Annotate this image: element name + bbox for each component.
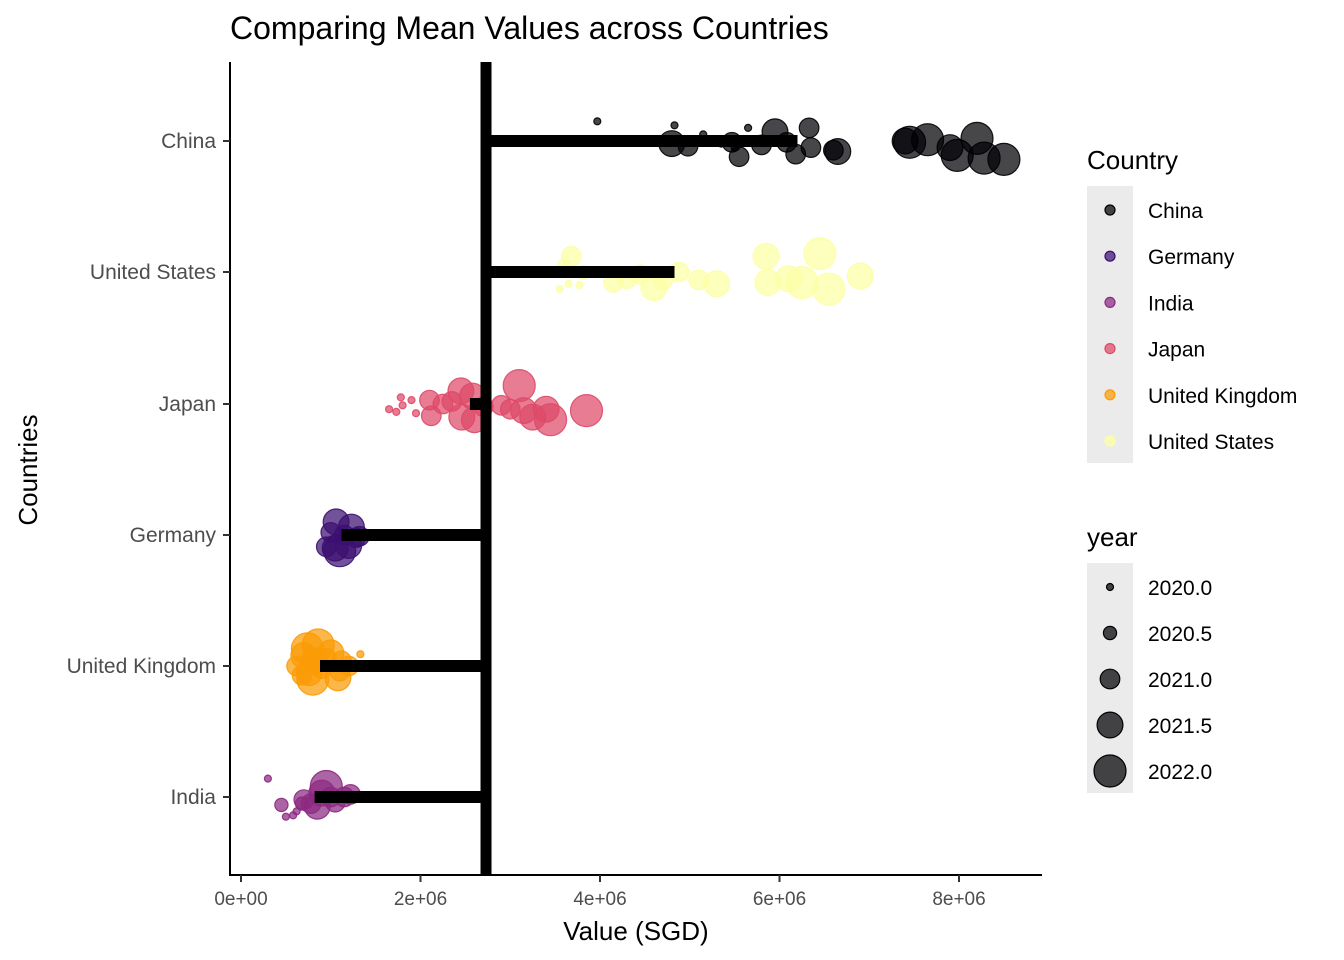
data-point xyxy=(392,407,401,416)
legend-country-label: China xyxy=(1148,200,1203,223)
data-point xyxy=(564,279,573,288)
data-point xyxy=(396,393,405,402)
data-point xyxy=(263,774,272,783)
legend-country-label: Japan xyxy=(1148,339,1205,362)
legend-year-title: year xyxy=(1087,522,1138,552)
legend-country-key xyxy=(1104,204,1116,216)
legend-year-key xyxy=(1102,625,1118,641)
x-tick-label: 6e+06 xyxy=(753,889,806,910)
legend-country-title: Country xyxy=(1087,145,1178,175)
series-japan xyxy=(385,369,604,437)
y-tick-label: China xyxy=(161,130,216,153)
y-tick-label: United States xyxy=(90,261,216,284)
legend-year-label: 2021.5 xyxy=(1148,715,1212,738)
legend-year-key xyxy=(1099,668,1121,690)
data-point xyxy=(670,121,679,130)
y-tick-label: India xyxy=(170,786,216,809)
data-point xyxy=(743,123,753,133)
data-point xyxy=(846,262,874,290)
legend-country-key xyxy=(1104,343,1116,355)
legend-year-label: 2021.0 xyxy=(1148,669,1212,692)
data-point xyxy=(356,650,365,659)
data-point xyxy=(385,405,394,414)
legend-year-key xyxy=(1096,711,1124,739)
data-point xyxy=(569,394,604,428)
y-axis-label: Countries xyxy=(13,414,43,525)
data-point xyxy=(593,117,602,126)
data-point xyxy=(812,272,846,306)
legend-country-key xyxy=(1104,296,1116,308)
data-point xyxy=(502,369,536,403)
x-tick-label: 8e+06 xyxy=(932,889,985,910)
legend-country-key xyxy=(1104,435,1116,447)
plot-area xyxy=(263,62,1021,875)
legend-year-label: 2020.5 xyxy=(1148,623,1212,646)
data-point xyxy=(824,138,852,166)
legend-year-key xyxy=(1093,754,1127,788)
data-point xyxy=(987,142,1021,176)
legend-country-key xyxy=(1104,389,1116,401)
x-tick-label: 0e+00 xyxy=(214,889,267,910)
data-point xyxy=(703,270,731,298)
x-tick-label: 2e+06 xyxy=(394,889,447,910)
x-tick-label: 4e+06 xyxy=(573,889,626,910)
series-united-states xyxy=(555,237,874,306)
data-point xyxy=(800,137,822,159)
data-point xyxy=(411,409,421,418)
data-point xyxy=(798,117,820,139)
data-point xyxy=(575,281,584,290)
chart-title: Comparing Mean Values across Countries xyxy=(230,10,829,46)
legend-year-label: 2022.0 xyxy=(1148,761,1212,784)
data-point xyxy=(398,401,407,410)
legend-country-label: United States xyxy=(1148,431,1274,454)
axes: 0e+00 2e+06 4e+06 6e+06 8e+06 China United Sta… xyxy=(67,62,1042,910)
x-axis-label: Value (SGD) xyxy=(563,916,708,946)
legend-country-key-bg xyxy=(1087,186,1133,463)
y-tick-label: United Kingdom xyxy=(67,655,216,678)
legend-country-label: Germany xyxy=(1148,246,1235,269)
legend: Country China Germany India Japan United King… xyxy=(1087,145,1297,793)
data-point xyxy=(407,396,416,405)
data-point xyxy=(728,146,750,168)
data-point xyxy=(803,237,837,271)
data-point xyxy=(274,797,289,813)
legend-country-label: United Kingdom xyxy=(1148,385,1297,408)
legend-year-key xyxy=(1105,582,1115,592)
data-point xyxy=(281,812,290,821)
y-tick-label: Germany xyxy=(130,524,217,547)
legend-country-key xyxy=(1104,250,1116,262)
data-point xyxy=(533,403,568,437)
data-point xyxy=(555,285,564,294)
data-point xyxy=(752,242,780,270)
y-tick-label: Japan xyxy=(159,393,216,416)
legend-year-label: 2020.0 xyxy=(1148,577,1212,600)
legend-country-label: India xyxy=(1148,292,1194,315)
